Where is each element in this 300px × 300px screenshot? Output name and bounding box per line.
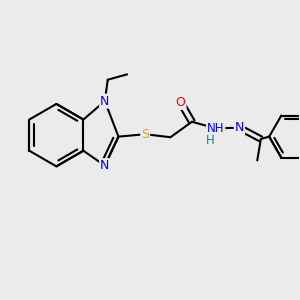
Text: N: N	[100, 159, 110, 172]
Text: H: H	[206, 134, 215, 147]
Text: O: O	[176, 96, 185, 109]
Text: N: N	[235, 121, 244, 134]
Text: N: N	[100, 94, 110, 108]
Text: NH: NH	[207, 122, 224, 135]
Text: S: S	[141, 128, 149, 141]
